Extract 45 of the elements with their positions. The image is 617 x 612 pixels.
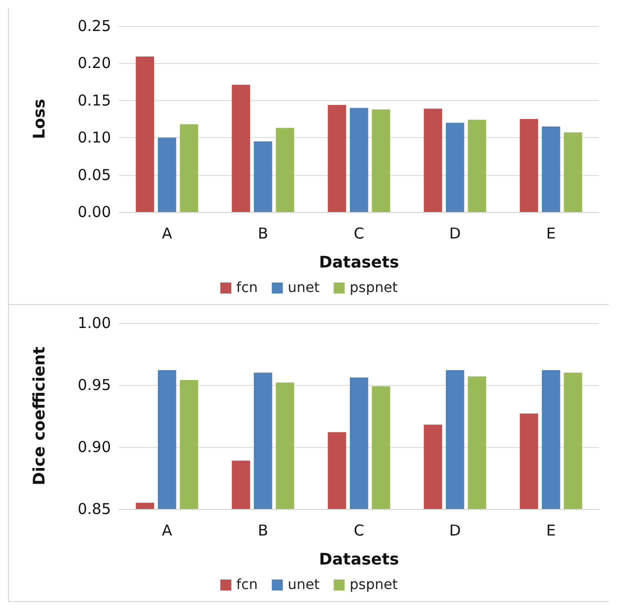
x-tick-label: D bbox=[449, 522, 461, 540]
y-tick-label: 0.95 bbox=[78, 376, 111, 394]
x-tick-label: C bbox=[354, 224, 364, 242]
y-tick-label: 0.15 bbox=[78, 91, 111, 110]
legend-label: fcn bbox=[236, 280, 258, 296]
x-tick-label: B bbox=[258, 224, 268, 242]
legend-label: unet bbox=[288, 280, 320, 296]
bar bbox=[158, 138, 176, 212]
y-tick-label: 0.90 bbox=[78, 438, 111, 456]
bar bbox=[350, 108, 368, 212]
bar bbox=[232, 84, 250, 212]
y-axis-title: Dice coefficient bbox=[30, 346, 48, 486]
bar bbox=[254, 141, 272, 212]
y-tick-label: 0.25 bbox=[78, 17, 111, 35]
legend-label: pspnet bbox=[350, 577, 398, 593]
bar bbox=[180, 124, 198, 212]
x-tick-label: C bbox=[354, 522, 364, 540]
bar bbox=[276, 128, 294, 212]
bar bbox=[542, 126, 560, 212]
x-axis-title: Datasets bbox=[318, 550, 400, 568]
legend-label: pspnet bbox=[350, 280, 398, 296]
bar bbox=[424, 108, 442, 212]
y-tick-label: 0.00 bbox=[78, 203, 111, 221]
x-tick-label: B bbox=[258, 522, 268, 540]
legend-label: unet bbox=[288, 577, 320, 593]
bar bbox=[520, 119, 538, 212]
y-tick-label: 0.10 bbox=[78, 128, 111, 147]
bar bbox=[136, 56, 154, 212]
bar bbox=[468, 120, 486, 212]
legend-label: fcn bbox=[236, 577, 258, 593]
x-tick-label: E bbox=[546, 522, 556, 540]
x-tick-label: D bbox=[449, 224, 461, 242]
bar bbox=[564, 132, 582, 212]
y-tick-label: 0.05 bbox=[78, 166, 111, 184]
x-axis-title: Datasets bbox=[318, 252, 400, 272]
x-tick-label: A bbox=[162, 522, 173, 540]
y-tick-label: 1.00 bbox=[78, 314, 111, 332]
bar bbox=[446, 122, 464, 212]
x-tick-label: A bbox=[162, 224, 173, 242]
bar bbox=[328, 104, 346, 212]
bar bbox=[372, 109, 390, 212]
y-axis-title: Loss bbox=[30, 98, 48, 140]
y-tick-label: 0.85 bbox=[78, 500, 111, 518]
y-tick-label: 0.20 bbox=[78, 54, 111, 72]
x-tick-label: E bbox=[546, 224, 556, 242]
